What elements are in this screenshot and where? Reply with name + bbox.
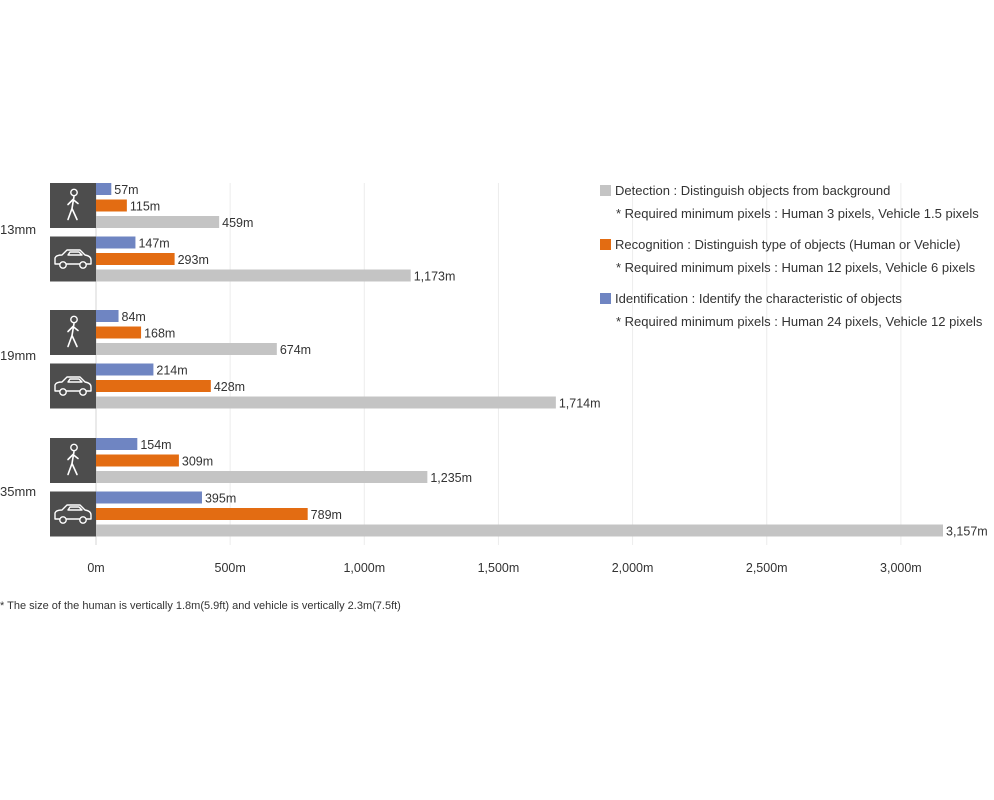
pedestrian-icon xyxy=(50,438,96,483)
icon-background xyxy=(50,236,96,282)
group-label: 19mm xyxy=(0,348,36,363)
x-tick-label: 0m xyxy=(87,561,104,575)
car-body xyxy=(54,376,92,392)
footnote: * The size of the human is vertically 1.… xyxy=(0,600,401,612)
car-icon xyxy=(50,363,96,409)
bar-identification-13mm-vehicle xyxy=(96,236,136,249)
bar-recognition-19mm-vehicle xyxy=(96,380,211,392)
x-tick-label: 3,000m xyxy=(880,561,922,575)
bar-detection-35mm-vehicle xyxy=(96,524,943,537)
pedestrian-body xyxy=(67,450,79,476)
car-wheel xyxy=(59,261,67,269)
car-wheel xyxy=(79,261,87,269)
data-label: 428m xyxy=(214,380,245,394)
bar-detection-13mm-vehicle xyxy=(96,269,411,282)
legend-label: Identification : Identify the characteri… xyxy=(615,291,902,306)
legend-swatch-identification xyxy=(600,293,611,304)
icon-background xyxy=(50,363,96,409)
bar-recognition-35mm-human xyxy=(96,454,179,467)
legend-note: * Required minimum pixels : Human 24 pix… xyxy=(616,314,983,329)
pedestrian-head xyxy=(70,315,78,324)
bar-identification-35mm-vehicle xyxy=(96,491,202,504)
group-label: 35mm xyxy=(0,484,36,499)
data-label: 57m xyxy=(114,183,138,197)
data-label: 293m xyxy=(178,253,209,267)
data-label: 147m xyxy=(138,237,169,251)
x-tick-label: 2,000m xyxy=(612,561,654,575)
data-label: 115m xyxy=(130,200,160,214)
bar-identification-19mm-human xyxy=(96,310,119,322)
pedestrian-body xyxy=(67,195,79,221)
x-tick-label: 500m xyxy=(215,561,246,575)
data-label: 3,157m xyxy=(946,525,988,539)
legend-note: * Required minimum pixels : Human 3 pixe… xyxy=(616,206,979,221)
group-label: 13mm xyxy=(0,222,36,237)
data-label: 459m xyxy=(222,216,253,230)
car-wheel xyxy=(59,516,67,524)
data-label: 84m xyxy=(122,310,146,324)
legend-swatch-detection xyxy=(600,185,611,196)
data-label: 1,714m xyxy=(559,397,601,411)
bar-detection-13mm-human xyxy=(96,216,220,228)
car-icon xyxy=(50,236,96,282)
legend-label: Recognition : Distinguish type of object… xyxy=(615,237,960,252)
bar-recognition-19mm-human xyxy=(96,326,142,339)
x-tick-label: 1,000m xyxy=(343,561,385,575)
pedestrian-icon xyxy=(50,310,96,355)
car-wheel xyxy=(59,388,67,396)
pedestrian-icon xyxy=(50,183,96,228)
legend-note: * Required minimum pixels : Human 12 pix… xyxy=(616,260,976,275)
bar-identification-13mm-human xyxy=(96,183,112,195)
car-wheel xyxy=(79,388,87,396)
data-label: 168m xyxy=(144,327,175,341)
icon-background xyxy=(50,491,96,537)
bar-recognition-13mm-human xyxy=(96,199,127,212)
x-tick-label: 2,500m xyxy=(746,561,788,575)
car-icon xyxy=(50,491,96,537)
car-wheel xyxy=(79,516,87,524)
legend-label: Detection : Distinguish objects from bac… xyxy=(615,183,890,198)
car-body xyxy=(54,504,92,520)
pedestrian-head xyxy=(70,188,78,197)
car-body xyxy=(54,249,92,265)
bar-identification-35mm-human xyxy=(96,438,138,450)
data-label: 309m xyxy=(182,455,213,469)
legend-swatch-recognition xyxy=(600,239,611,250)
data-label: 154m xyxy=(140,438,171,452)
pedestrian-body xyxy=(67,322,79,348)
bar-detection-19mm-human xyxy=(96,343,277,355)
data-label: 395m xyxy=(205,492,236,506)
data-label: 674m xyxy=(280,343,311,357)
data-label: 214m xyxy=(156,364,187,378)
bar-detection-19mm-vehicle xyxy=(96,396,556,409)
pedestrian-head xyxy=(70,443,78,452)
data-label: 789m xyxy=(311,508,342,522)
bar-identification-19mm-vehicle xyxy=(96,363,154,376)
bar-detection-35mm-human xyxy=(96,471,428,483)
data-label: 1,173m xyxy=(414,270,456,284)
bar-recognition-35mm-vehicle xyxy=(96,508,308,520)
x-tick-label: 1,500m xyxy=(478,561,520,575)
data-label: 1,235m xyxy=(430,471,472,485)
bar-recognition-13mm-vehicle xyxy=(96,253,175,265)
